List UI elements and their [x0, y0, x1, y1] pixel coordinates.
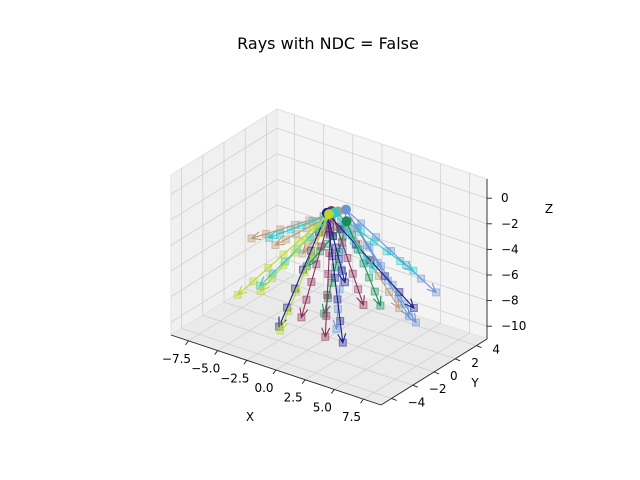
ray-arrows — [236, 209, 438, 345]
ray-line — [345, 221, 381, 306]
ray-arrowhead — [356, 295, 365, 307]
y-axis-label: Y — [470, 376, 479, 390]
x-tick-label: −2.5 — [220, 371, 249, 385]
ray-line — [326, 212, 415, 309]
x-tick-mark — [214, 350, 219, 355]
ray-arrowhead — [259, 281, 270, 293]
ray-arrowhead — [279, 320, 288, 332]
z-tick-label: 0 — [501, 191, 509, 205]
grid-line-y-floor — [181, 328, 392, 399]
z-axis-label: Z — [545, 202, 553, 216]
ray-line — [326, 212, 344, 343]
ray-line — [300, 210, 332, 318]
ray-arrowhead — [299, 307, 309, 319]
x-tick-label: −5.0 — [191, 362, 220, 376]
ray-arrowhead — [404, 298, 415, 309]
ray-line — [306, 220, 347, 267]
grid-line-z-left — [170, 127, 278, 195]
ray-line — [268, 212, 335, 239]
y-tick-mark — [391, 397, 397, 401]
x-tick-mark — [301, 379, 306, 384]
tick-labels: −7.5−5.0−2.50.02.55.07.5−4−2024−10−8−6−4… — [162, 191, 526, 424]
grid-line-y-floor — [266, 275, 477, 346]
ray-line — [279, 213, 330, 331]
ray-origin-point — [340, 204, 351, 215]
z-tick-label: −4 — [501, 242, 519, 256]
z-tick-label: −6 — [501, 268, 519, 282]
ray-arrowhead — [259, 276, 270, 287]
ray-line — [330, 210, 364, 306]
x-tick-label: 0.0 — [254, 381, 273, 395]
y-tick-mark — [433, 371, 440, 375]
ray-line — [326, 212, 346, 283]
grid-line-z-left — [170, 230, 278, 297]
y-tick-mark — [476, 345, 482, 349]
ray-line — [260, 213, 330, 292]
ray-arrowhead — [390, 298, 400, 310]
y-tick-mark — [455, 358, 461, 362]
grid-line-z-back — [276, 255, 488, 327]
grid-line-z-left — [170, 179, 278, 246]
ray-arrowhead — [321, 303, 331, 315]
x-tick-label: 2.5 — [284, 391, 303, 405]
x-tick-mark — [272, 369, 277, 375]
grid-line-y-floor — [202, 314, 413, 386]
grid-line-z-back — [276, 153, 488, 225]
ray-line — [278, 212, 328, 327]
x-tick-mark — [360, 398, 364, 404]
x-tick-mark — [243, 360, 248, 365]
y-tick-label: −4 — [408, 395, 426, 409]
y-tick-label: 2 — [471, 356, 479, 370]
y-tick-label: 4 — [492, 343, 500, 357]
x-tick-mark — [185, 340, 189, 346]
y-tick-label: −2 — [429, 382, 447, 396]
x-tick-mark — [330, 389, 335, 394]
ray-arrowhead — [321, 327, 331, 339]
ray-arrowhead — [274, 236, 286, 246]
ray-origins — [321, 204, 352, 227]
z-tick-label: −10 — [501, 319, 526, 333]
ray-arrowhead — [338, 272, 348, 284]
ray-line — [324, 211, 332, 337]
grid-line-y-floor — [245, 288, 456, 360]
x-tick-label: −7.5 — [162, 352, 191, 366]
grid-line-z-left — [170, 153, 278, 221]
x-tick-label: 5.0 — [313, 400, 332, 414]
grid-line-z-left — [170, 204, 278, 272]
ray-arrowhead — [337, 333, 347, 345]
x-axis-label: X — [246, 410, 254, 424]
ray-arrowhead — [403, 261, 415, 272]
y-tick-mark — [412, 384, 418, 388]
grid-line-z-left — [170, 255, 278, 323]
ray-line — [345, 209, 417, 323]
y-tick-label: 0 — [450, 369, 458, 383]
ray-line — [334, 212, 374, 270]
z-tick-label: −2 — [501, 217, 519, 231]
chart-title: Rays with NDC = False — [237, 34, 419, 53]
ray-line — [337, 211, 400, 309]
ray-line — [345, 209, 437, 293]
ray-origin-point — [324, 209, 334, 220]
ray-line — [323, 221, 348, 314]
ray-arrowhead — [407, 312, 417, 324]
ray-arrowhead — [426, 283, 438, 294]
ray-arrowhead — [364, 258, 374, 270]
z-tick-label: −8 — [501, 294, 519, 308]
x-tick-label: 7.5 — [342, 410, 361, 424]
grid-line-z-back — [276, 179, 488, 250]
ray-arrowhead — [332, 319, 342, 331]
grid-line-z-back — [276, 127, 488, 199]
ray-arrowhead — [236, 285, 248, 296]
ray-arrowhead — [301, 243, 312, 255]
ray-arrowhead — [267, 230, 279, 239]
ray-origin-point — [341, 216, 352, 227]
ray-line — [237, 213, 330, 296]
ray-arrowhead — [372, 295, 382, 307]
ray-arrowhead — [250, 231, 262, 241]
